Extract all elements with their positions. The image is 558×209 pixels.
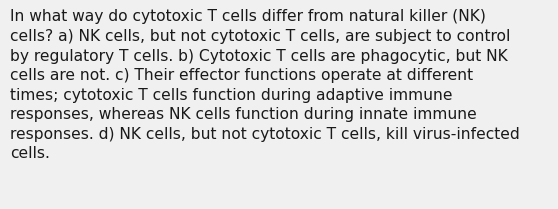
Text: In what way do cytotoxic T cells differ from natural killer (NK)
cells? a) NK ce: In what way do cytotoxic T cells differ … [10,9,520,161]
